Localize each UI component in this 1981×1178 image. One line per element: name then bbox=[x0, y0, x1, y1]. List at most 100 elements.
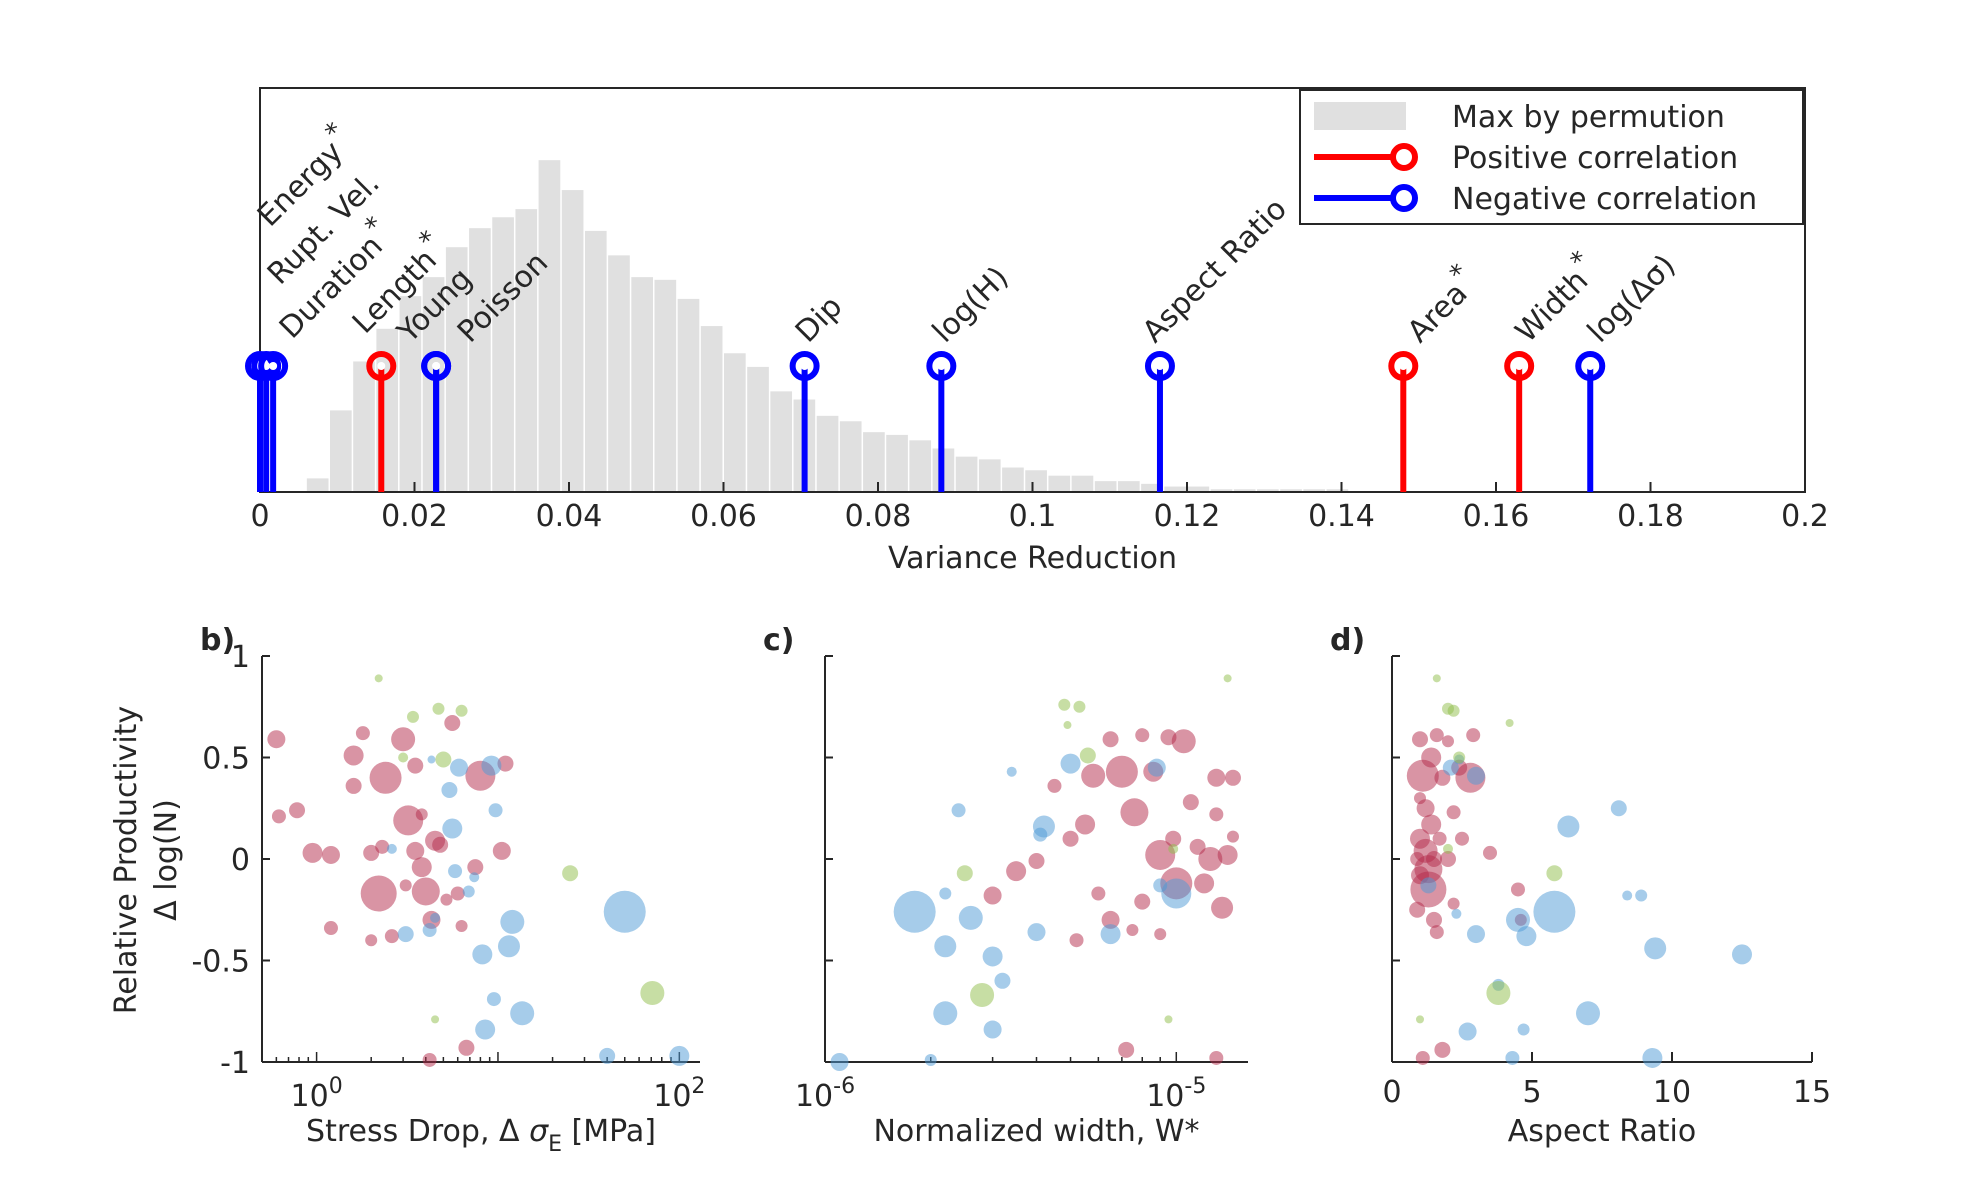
scatter-point bbox=[1069, 933, 1084, 948]
tick-base: 10 bbox=[1146, 1079, 1184, 1114]
scatter-point bbox=[271, 809, 286, 824]
scatter-point bbox=[1440, 851, 1456, 867]
stem-marker-dot bbox=[800, 362, 809, 370]
scatter-point bbox=[393, 805, 424, 836]
scatter-point bbox=[1168, 843, 1179, 854]
scatter-point bbox=[1455, 831, 1469, 846]
scatter-point bbox=[1135, 728, 1150, 743]
scatter-point bbox=[435, 751, 452, 768]
scatter-point bbox=[360, 875, 397, 912]
histogram-bar bbox=[608, 255, 630, 492]
scatter-point bbox=[1105, 755, 1138, 788]
scatter-point bbox=[415, 808, 428, 821]
scatter-point bbox=[562, 865, 579, 882]
scatter-point bbox=[1467, 925, 1485, 944]
scatter-point bbox=[455, 919, 468, 932]
scatter-point bbox=[422, 923, 437, 938]
scatter-point bbox=[1047, 778, 1062, 793]
scatter-point bbox=[1622, 890, 1633, 901]
scatter-point bbox=[830, 1053, 849, 1071]
histogram-bar bbox=[1257, 489, 1279, 492]
scatter-point bbox=[1164, 1015, 1173, 1024]
scatter-point bbox=[1060, 753, 1081, 774]
scatter-point bbox=[267, 730, 286, 749]
histogram-bar bbox=[330, 410, 352, 492]
x-axis-label-part: σ bbox=[529, 1114, 549, 1149]
tick-exponent: -5 bbox=[1184, 1074, 1206, 1099]
scatter-point bbox=[488, 803, 503, 818]
stem-marker-dot bbox=[937, 362, 946, 370]
scatter-point bbox=[1732, 944, 1752, 965]
x-tick-label: 15 bbox=[1793, 1075, 1831, 1110]
x-axis-label-part: E bbox=[548, 1132, 562, 1157]
x-axis-label: Normalized width, W* bbox=[873, 1114, 1199, 1149]
histogram-bar bbox=[816, 415, 839, 492]
scatter-point bbox=[1447, 897, 1460, 910]
stem-marker bbox=[1575, 351, 1606, 381]
scatter-point bbox=[1453, 751, 1466, 764]
scatter-point bbox=[1410, 828, 1430, 849]
stem-marker bbox=[1388, 351, 1419, 381]
scatter-point bbox=[1154, 928, 1167, 941]
scatter-point bbox=[1194, 873, 1215, 894]
scatter-point bbox=[1209, 1050, 1224, 1065]
scatter-point bbox=[1027, 923, 1046, 942]
histogram-bar bbox=[747, 366, 769, 492]
scatter-point bbox=[1446, 805, 1461, 820]
scatter-point bbox=[1118, 1041, 1135, 1058]
scatter-point bbox=[374, 674, 383, 683]
scatter-point bbox=[1224, 769, 1241, 786]
scatter-point bbox=[1033, 827, 1048, 842]
x-tick-label: 0.06 bbox=[690, 499, 757, 534]
scatter-point bbox=[302, 842, 323, 863]
x-axis-label-part: [MPa] bbox=[562, 1114, 656, 1149]
x-tick-label: 0 bbox=[1382, 1075, 1401, 1110]
scatter-point bbox=[1426, 851, 1442, 867]
histogram-bar bbox=[1233, 489, 1256, 492]
scatter-point bbox=[1451, 908, 1462, 919]
scatter-point bbox=[1182, 794, 1199, 811]
panel-label: b) bbox=[200, 623, 235, 658]
scatter-point bbox=[1434, 1041, 1451, 1058]
scatter-point bbox=[1557, 815, 1580, 838]
scatter-point bbox=[1533, 890, 1576, 933]
scatter-point bbox=[343, 745, 364, 766]
legend-swatch-marker bbox=[1390, 184, 1418, 212]
scatter-point bbox=[497, 935, 520, 958]
histogram-bar bbox=[863, 432, 885, 492]
scatter-point bbox=[391, 727, 416, 752]
scatter-point bbox=[289, 802, 306, 819]
scatter-point bbox=[441, 781, 458, 798]
histogram-bar bbox=[1094, 481, 1117, 492]
scatter-point bbox=[956, 865, 973, 882]
scatter-point bbox=[431, 1015, 440, 1024]
histogram-bar bbox=[1210, 489, 1233, 492]
histogram-bar bbox=[1187, 486, 1210, 492]
panel-label: d) bbox=[1330, 623, 1365, 658]
scatter-point bbox=[1546, 865, 1563, 882]
x-tick-label: 0 bbox=[250, 499, 269, 534]
scatter-point bbox=[1467, 766, 1485, 785]
histogram-bar bbox=[1303, 489, 1326, 492]
scatter-point bbox=[475, 1019, 496, 1040]
scatter-point bbox=[1483, 845, 1497, 860]
x-tick-label: 0.02 bbox=[381, 499, 448, 534]
scatter-point bbox=[448, 864, 463, 879]
stem-label-text: Width bbox=[1509, 263, 1595, 349]
histogram-bar bbox=[886, 434, 908, 492]
histogram-bar bbox=[770, 391, 793, 492]
histogram-bar bbox=[399, 296, 422, 492]
scatter-point bbox=[1442, 735, 1454, 748]
scatter-point bbox=[1226, 830, 1239, 843]
legend-label: Negative correlation bbox=[1452, 182, 1757, 217]
scatter-point bbox=[1207, 768, 1226, 787]
scatter-point bbox=[1134, 893, 1151, 910]
scatter-point bbox=[1414, 792, 1426, 805]
scatter-point bbox=[500, 909, 525, 934]
stem-marker bbox=[1504, 351, 1535, 381]
scatter-point bbox=[983, 1020, 1002, 1039]
x-axis-label: Variance Reduction bbox=[888, 541, 1177, 576]
scatter-point bbox=[1486, 980, 1511, 1005]
scatter-point bbox=[458, 1039, 475, 1056]
